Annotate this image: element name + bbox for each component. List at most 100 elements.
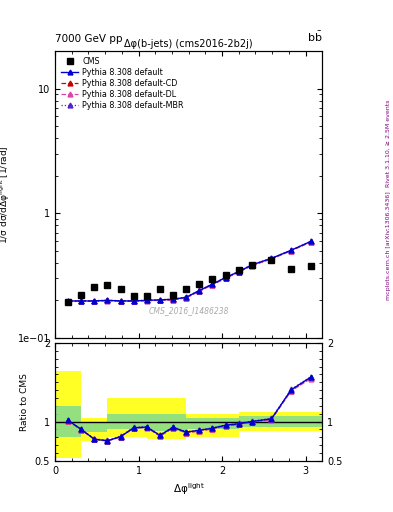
CMS [145, 293, 149, 300]
Pythia 8.308 default-MBR [158, 296, 162, 303]
Pythia 8.308 default-MBR [210, 281, 215, 287]
Pythia 8.308 default-MBR [92, 297, 97, 304]
Title: Δφ(b-jets) (cms2016-2b2j): Δφ(b-jets) (cms2016-2b2j) [124, 39, 253, 49]
Pythia 8.308 default-MBR [236, 268, 241, 274]
Pythia 8.308 default-DL [158, 297, 162, 304]
Pythia 8.308 default-CD [236, 269, 241, 275]
Text: b$\bar{\mathrm{b}}$: b$\bar{\mathrm{b}}$ [307, 29, 322, 44]
Pythia 8.308 default-MBR [131, 297, 136, 304]
Pythia 8.308 default-CD [92, 298, 97, 304]
Pythia 8.308 default [223, 274, 228, 281]
Pythia 8.308 default [131, 298, 136, 304]
Pythia 8.308 default-MBR [79, 298, 84, 304]
Text: 7000 GeV pp: 7000 GeV pp [55, 33, 123, 44]
Pythia 8.308 default-DL [223, 275, 228, 282]
Pythia 8.308 default [105, 297, 110, 304]
Pythia 8.308 default-CD [269, 255, 274, 262]
CMS [131, 293, 136, 300]
Pythia 8.308 default-CD [79, 298, 84, 304]
Y-axis label: Ratio to CMS: Ratio to CMS [20, 373, 29, 431]
Pythia 8.308 default-CD [197, 288, 202, 294]
Pythia 8.308 default-DL [210, 282, 215, 288]
Pythia 8.308 default [210, 281, 215, 287]
CMS [210, 276, 215, 283]
Pythia 8.308 default-MBR [250, 262, 254, 268]
CMS [236, 267, 241, 273]
Pythia 8.308 default-DL [118, 298, 123, 304]
Pythia 8.308 default-CD [309, 239, 313, 245]
Pythia 8.308 default [158, 297, 162, 303]
X-axis label: Δφ$^{\mathrm{light}}$: Δφ$^{\mathrm{light}}$ [173, 481, 205, 497]
CMS [197, 281, 202, 287]
Pythia 8.308 default-DL [289, 248, 294, 254]
Pythia 8.308 default [184, 294, 189, 301]
Pythia 8.308 default [197, 287, 202, 293]
CMS [289, 266, 294, 272]
CMS [158, 286, 162, 292]
Pythia 8.308 default-CD [250, 262, 254, 268]
Y-axis label: 1/σ dσ/dΔφ$^{\mathrm{light}}$ [1/rad]: 1/σ dσ/dΔφ$^{\mathrm{light}}$ [1/rad] [0, 145, 12, 244]
Pythia 8.308 default-MBR [145, 297, 149, 303]
Pythia 8.308 default-DL [105, 297, 110, 304]
Pythia 8.308 default [236, 269, 241, 275]
Pythia 8.308 default-CD [158, 297, 162, 304]
Pythia 8.308 default [118, 298, 123, 304]
Pythia 8.308 default-MBR [197, 287, 202, 293]
CMS [79, 292, 84, 298]
Pythia 8.308 default-CD [210, 282, 215, 288]
CMS [105, 282, 110, 288]
Pythia 8.308 default-CD [66, 298, 70, 304]
Pythia 8.308 default-MBR [289, 247, 294, 253]
Pythia 8.308 default-MBR [66, 298, 70, 304]
Pythia 8.308 default-MBR [223, 274, 228, 281]
Line: Pythia 8.308 default-DL: Pythia 8.308 default-DL [66, 240, 313, 304]
Pythia 8.308 default [171, 296, 175, 303]
Pythia 8.308 default [289, 247, 294, 253]
Pythia 8.308 default-DL [92, 298, 97, 304]
Pythia 8.308 default-DL [236, 269, 241, 275]
Pythia 8.308 default-DL [250, 263, 254, 269]
Pythia 8.308 default-CD [171, 297, 175, 303]
Pythia 8.308 default-DL [171, 297, 175, 303]
Pythia 8.308 default-DL [66, 298, 70, 304]
Pythia 8.308 default-DL [131, 298, 136, 304]
Legend: CMS, Pythia 8.308 default, Pythia 8.308 default-CD, Pythia 8.308 default-DL, Pyt: CMS, Pythia 8.308 default, Pythia 8.308 … [59, 55, 185, 112]
Pythia 8.308 default-MBR [184, 294, 189, 300]
Pythia 8.308 default-CD [118, 298, 123, 304]
Pythia 8.308 default [309, 239, 313, 245]
Pythia 8.308 default-MBR [171, 296, 175, 302]
Pythia 8.308 default-MBR [309, 238, 313, 244]
Pythia 8.308 default-CD [184, 295, 189, 301]
Pythia 8.308 default-CD [131, 298, 136, 304]
Text: Rivet 3.1.10, ≥ 2.5M events: Rivet 3.1.10, ≥ 2.5M events [386, 100, 391, 187]
Pythia 8.308 default-CD [289, 247, 294, 253]
Pythia 8.308 default-DL [184, 295, 189, 301]
Line: Pythia 8.308 default-CD: Pythia 8.308 default-CD [66, 240, 313, 304]
Pythia 8.308 default [92, 298, 97, 304]
CMS [250, 262, 254, 268]
Pythia 8.308 default-DL [309, 239, 313, 245]
Pythia 8.308 default-CD [145, 297, 149, 304]
Line: Pythia 8.308 default: Pythia 8.308 default [66, 239, 313, 304]
Line: Pythia 8.308 default-MBR: Pythia 8.308 default-MBR [66, 239, 313, 304]
Pythia 8.308 default-DL [269, 256, 274, 262]
CMS [66, 298, 70, 305]
Pythia 8.308 default-CD [105, 297, 110, 304]
Pythia 8.308 default-MBR [105, 297, 110, 303]
Pythia 8.308 default-MBR [118, 297, 123, 304]
CMS [223, 272, 228, 278]
Pythia 8.308 default-DL [79, 298, 84, 304]
CMS [309, 263, 313, 269]
CMS [269, 257, 274, 263]
Pythia 8.308 default [250, 262, 254, 268]
Pythia 8.308 default [66, 298, 70, 304]
Pythia 8.308 default [145, 297, 149, 304]
Pythia 8.308 default-DL [145, 297, 149, 304]
CMS [92, 284, 97, 290]
Text: mcplots.cern.ch [arXiv:1306.3436]: mcplots.cern.ch [arXiv:1306.3436] [386, 191, 391, 300]
Pythia 8.308 default [79, 298, 84, 304]
Text: CMS_2016_I1486238: CMS_2016_I1486238 [149, 306, 229, 315]
Pythia 8.308 default-CD [223, 275, 228, 281]
Pythia 8.308 default-MBR [269, 255, 274, 261]
CMS [171, 292, 175, 298]
